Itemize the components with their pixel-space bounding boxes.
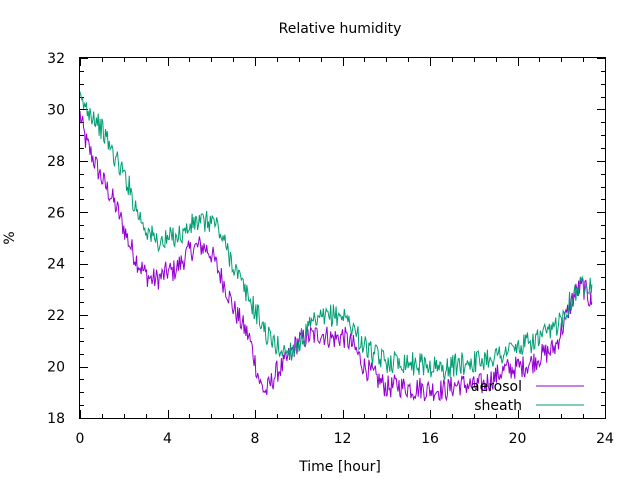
y-axis-label: % <box>2 231 18 244</box>
x-tick-label: 0 <box>76 431 85 447</box>
axis-ticks: 0 4 8 12 16 20 24 18 20 22 24 26 28 30 32 <box>47 51 614 447</box>
x-tick-label: 24 <box>596 431 614 447</box>
x-axis-label: Time [hour] <box>298 459 381 475</box>
y-tick-label: 26 <box>47 205 65 221</box>
x-tick-label: 12 <box>334 431 352 447</box>
chart-title: Relative humidity <box>279 21 402 37</box>
x-tick-label: 8 <box>251 431 260 447</box>
plot-border <box>79 57 606 419</box>
y-tick-label: 28 <box>47 154 65 170</box>
legend-label-aerosol: aerosol <box>471 379 522 395</box>
legend: aerosol sheath <box>471 379 584 414</box>
y-tick-label: 20 <box>47 360 65 376</box>
x-tick-label: 20 <box>509 431 527 447</box>
x-tick-label: 16 <box>421 431 439 447</box>
y-tick-label: 32 <box>47 51 65 67</box>
y-tick-label: 18 <box>47 411 65 427</box>
x-tick-label: 4 <box>163 431 172 447</box>
series-line-sheath <box>79 91 593 381</box>
series-line-aerosol <box>79 110 593 402</box>
legend-label-sheath: sheath <box>474 398 522 414</box>
y-tick-label: 24 <box>47 257 65 273</box>
y-tick-label: 22 <box>47 308 65 324</box>
series-group <box>79 91 593 402</box>
y-tick-label: 30 <box>47 102 65 118</box>
